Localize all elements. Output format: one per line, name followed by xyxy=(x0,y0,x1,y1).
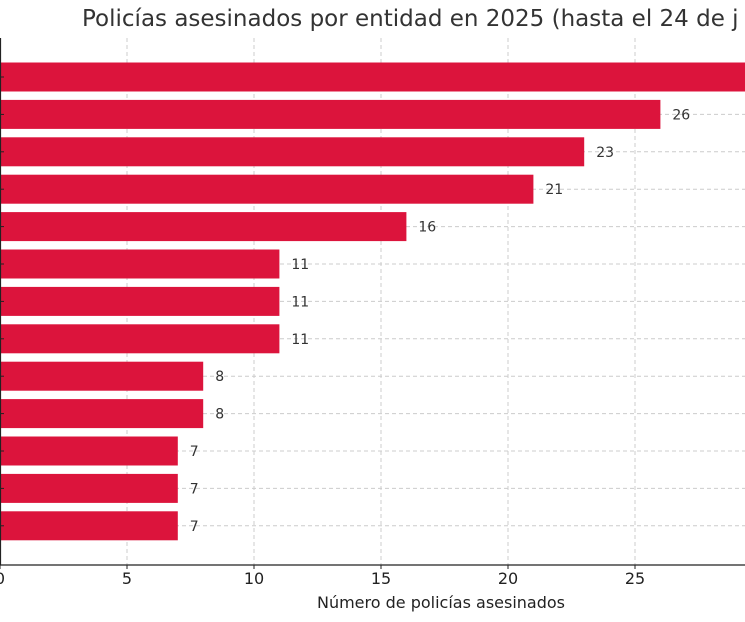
x-tick-label: 10 xyxy=(244,569,264,588)
data-label: 7 xyxy=(190,519,199,535)
data-label: 11 xyxy=(291,257,309,273)
bar xyxy=(0,473,178,503)
data-label: 8 xyxy=(215,369,224,385)
x-tick-label: 0 xyxy=(0,569,5,588)
data-label: 26 xyxy=(672,107,690,123)
bar xyxy=(0,249,280,279)
bar xyxy=(0,212,407,242)
bar xyxy=(0,324,280,354)
data-label: 11 xyxy=(291,332,309,348)
bar xyxy=(0,137,585,167)
data-label: 7 xyxy=(190,481,199,497)
bar xyxy=(0,174,534,204)
x-tick-label: 25 xyxy=(625,569,645,588)
bar xyxy=(0,99,661,129)
data-label: 23 xyxy=(596,145,614,161)
chart-title: Policías asesinados por entidad en 2025 … xyxy=(82,6,739,32)
x-tick-label: 15 xyxy=(371,569,391,588)
data-label: 8 xyxy=(215,407,224,423)
data-label: 7 xyxy=(190,444,199,460)
bar xyxy=(0,511,178,541)
x-tick-label: 20 xyxy=(498,569,518,588)
bar xyxy=(0,399,204,429)
x-axis-label: Número de policías asesinados xyxy=(317,593,565,612)
bar xyxy=(0,436,178,466)
data-label: 21 xyxy=(545,182,563,198)
x-tick-label: 5 xyxy=(122,569,132,588)
bar xyxy=(0,62,745,92)
bar xyxy=(0,361,204,391)
data-label: 11 xyxy=(291,294,309,310)
bar xyxy=(0,286,280,316)
data-label: 16 xyxy=(418,220,436,236)
